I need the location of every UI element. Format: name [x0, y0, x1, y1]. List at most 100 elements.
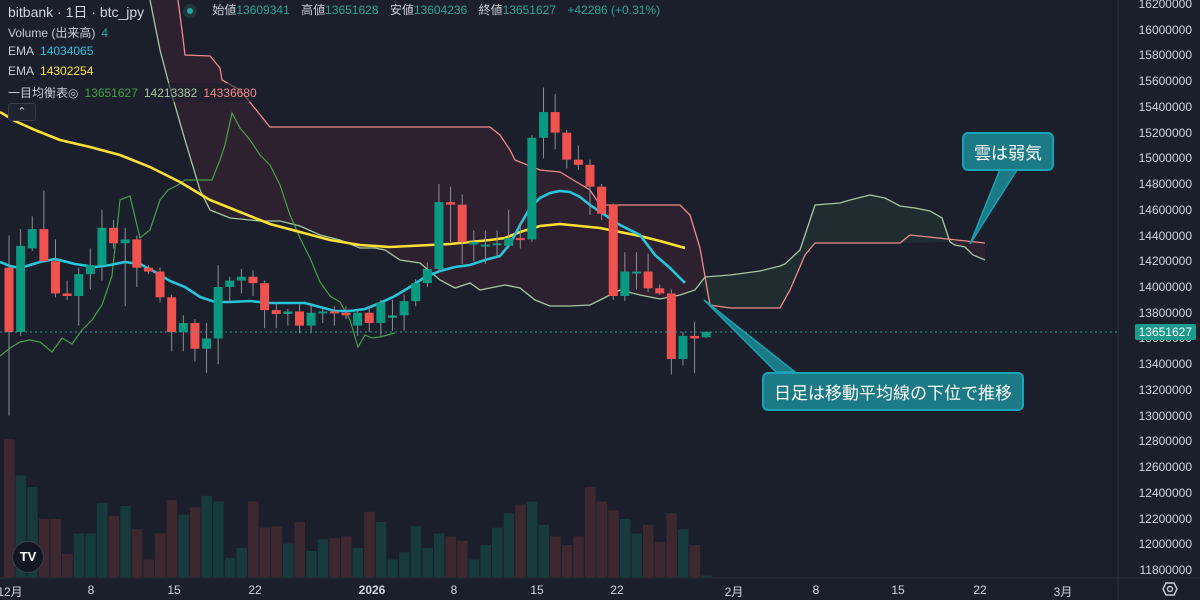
candle-body: [550, 112, 560, 133]
symbol-title: bitbank · 1日 · btc_jpy: [8, 4, 145, 20]
candle-body: [248, 276, 258, 284]
volume-bar: [155, 533, 166, 577]
price-tick: 14600000: [1138, 202, 1192, 217]
indicator-volume[interactable]: Volume (出来高) 4: [6, 23, 111, 42]
volume-bar: [399, 552, 410, 577]
price-tick: 15400000: [1138, 99, 1192, 114]
market-status-icon[interactable]: [183, 3, 197, 18]
volume-bar: [329, 537, 340, 577]
volume-bar: [492, 527, 503, 577]
candle-body: [329, 311, 339, 314]
volume-bar: [50, 519, 61, 577]
candle-body: [411, 283, 421, 302]
volume-bar: [213, 501, 224, 577]
indicator-value: 4: [101, 26, 109, 40]
candle-body: [376, 302, 386, 324]
indicator-label: 一目均衡表◎: [8, 86, 79, 100]
volume-bar: [364, 511, 375, 577]
volume-bar: [317, 539, 329, 577]
open-label: 始値: [212, 3, 237, 17]
ichimoku-cloud: [150, 0, 985, 308]
candle-body: [446, 202, 456, 205]
candle-body: [213, 287, 223, 339]
open-value: 13609341: [236, 3, 290, 17]
candle-body: [364, 312, 374, 324]
volume-bar: [596, 501, 608, 577]
candle-body: [353, 312, 363, 326]
time-tick: 22: [610, 583, 624, 597]
candle-body: [387, 315, 397, 318]
candle-body: [399, 301, 409, 316]
indicator-label: Volume (出来高): [8, 26, 96, 40]
time-tick: 2月: [724, 585, 744, 599]
volume-bar: [4, 439, 15, 577]
volume-bar: [131, 529, 143, 577]
volume-bar: [410, 526, 422, 577]
volume-bar: [143, 559, 154, 577]
candle-body: [655, 288, 665, 294]
chikou-line: [0, 111, 396, 357]
candle-body: [318, 311, 328, 314]
volume-bar: [515, 504, 526, 577]
collapse-legend-button[interactable]: ⌃: [8, 103, 36, 121]
candle-body: [236, 276, 246, 281]
volume-bar: [259, 527, 271, 577]
indicator-ema-slow[interactable]: EMA 14302254: [6, 63, 96, 79]
volume-bar: [120, 505, 131, 577]
settings-icon[interactable]: [1162, 581, 1178, 597]
indicator-lines: [0, 0, 986, 357]
volume-bar: [375, 521, 387, 577]
volume-bar: [457, 540, 468, 577]
time-tick: 15: [167, 583, 181, 597]
price-tick: 15200000: [1138, 125, 1192, 140]
volume-bar: [282, 543, 294, 577]
bear-cloud: [150, 0, 985, 308]
indicator-ichimoku[interactable]: 一目均衡表◎ 13651627 14213382 14336680: [6, 83, 259, 102]
volume-bar: [573, 536, 584, 577]
candle-body: [562, 132, 572, 160]
candle-body: [643, 271, 653, 289]
candle-body: [27, 229, 37, 249]
candle-body: [515, 238, 525, 241]
volume-bar: [503, 513, 515, 577]
volume-bar: [15, 475, 27, 577]
candle-body: [469, 241, 479, 245]
candle-body: [701, 331, 711, 338]
cloud-callout: 雲は弱気: [962, 132, 1054, 171]
indicator-value: 14302254: [40, 64, 94, 78]
volume-bar: [561, 545, 573, 577]
price-tick: 14400000: [1138, 228, 1192, 243]
close-value: 13651627: [502, 3, 556, 17]
candlesticks: [4, 87, 711, 416]
candle-body: [202, 338, 212, 349]
volume-bar: [677, 529, 689, 577]
candle-body: [190, 323, 200, 349]
volume-bar: [689, 545, 701, 577]
price-tick: 16200000: [1138, 0, 1192, 11]
price-tick: 14800000: [1138, 177, 1192, 192]
price-tick: 12200000: [1138, 511, 1192, 526]
volume-bar: [38, 519, 50, 577]
time-tick: 22: [248, 583, 262, 597]
volume-bar: [306, 550, 317, 577]
candle-body: [492, 243, 502, 246]
candle-body: [39, 229, 49, 262]
volume-bar: [480, 545, 491, 577]
volume-bar: [631, 533, 642, 577]
candle-body: [85, 265, 95, 275]
tradingview-logo[interactable]: TV: [12, 541, 44, 573]
price-tick: 15000000: [1138, 151, 1192, 166]
indicator-ema-fast[interactable]: EMA 14034065: [6, 43, 96, 59]
volume-bar: [619, 519, 631, 577]
candle-body: [678, 335, 688, 360]
candle-body: [306, 312, 316, 326]
candle-body: [620, 271, 630, 297]
indicator-label: EMA: [8, 44, 35, 58]
time-tick: 12月: [0, 585, 23, 599]
price-tick: 16000000: [1138, 22, 1192, 37]
time-tick: 15: [530, 583, 544, 597]
symbol-row[interactable]: bitbank · 1日 · btc_jpy: [6, 1, 147, 23]
volume-bar: [166, 500, 178, 577]
volume-bars: [4, 439, 712, 577]
